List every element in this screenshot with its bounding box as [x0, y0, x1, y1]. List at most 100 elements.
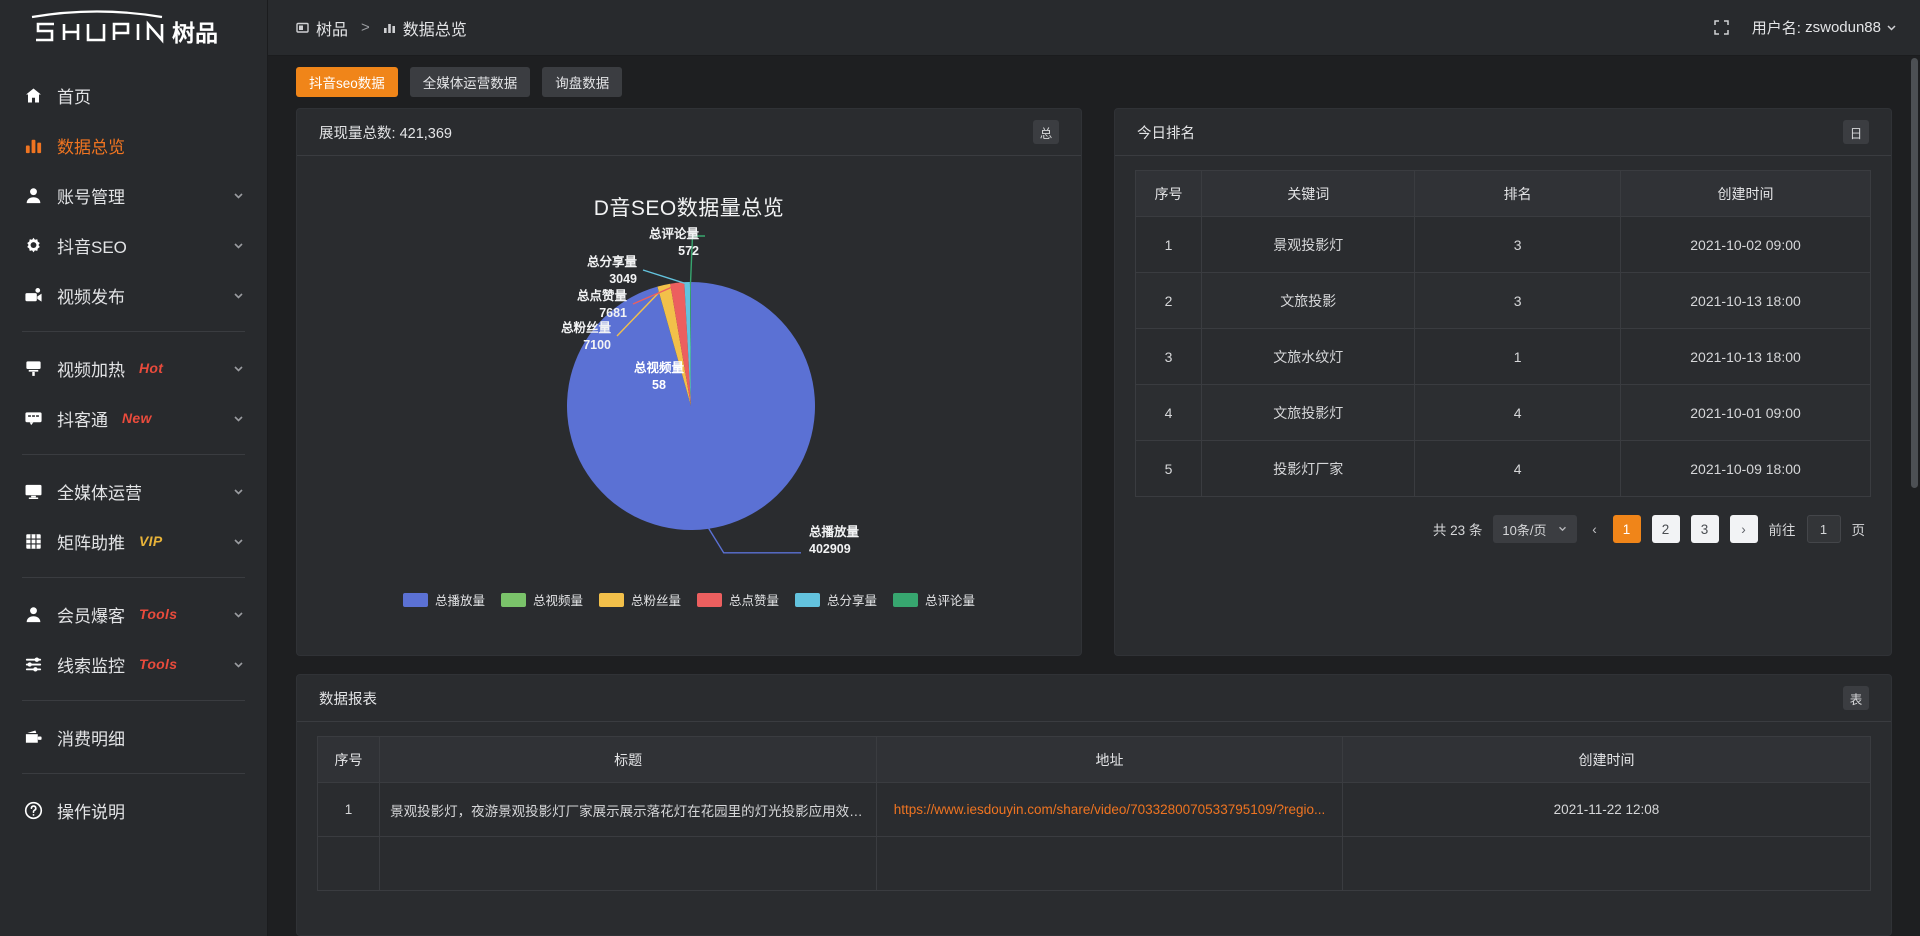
- chevron-down-icon[interactable]: [232, 289, 245, 302]
- chart-card: 展现量总数: 421,369 总 D音SEO数据量总览 总播放量 402909 总视…: [296, 108, 1082, 656]
- table-row[interactable]: 3 文旅水纹灯 1 2021-10-13 18:00: [1134, 328, 1871, 385]
- pie-slice-5[interactable]: [684, 282, 691, 406]
- chevron-down-icon[interactable]: [232, 485, 245, 498]
- rank-card-header: 今日排名 日: [1115, 109, 1891, 156]
- legend-item-3[interactable]: 总粉丝量: [598, 590, 681, 609]
- legend-item-2[interactable]: 总视频量: [500, 590, 583, 609]
- rank-cell-rank: 1: [1414, 328, 1622, 385]
- sidebar-item-label: 矩阵助推: [57, 533, 125, 553]
- sidebar-item-4[interactable]: 抖音SEO: [0, 220, 267, 270]
- gear-icon: [22, 234, 44, 256]
- legend-item-6[interactable]: 总评论量: [893, 590, 975, 609]
- sidebar-item-label: 视频发布: [57, 287, 125, 307]
- chevron-down-icon[interactable]: [232, 239, 245, 252]
- rank-cell-no: 1: [1134, 216, 1203, 273]
- pie-slice-6[interactable]: [689, 282, 691, 406]
- sidebar: 树品 首页数据总览账号管理 抖音SEO 视频发布视频加热 Hot 抖客通 New 全媒体运营…: [0, 0, 268, 936]
- pie-slice-4[interactable]: [670, 282, 691, 406]
- sidebar-item-8[interactable]: 全媒体运营: [0, 466, 267, 516]
- rank-pagination: 共 23 条 10条/页 ‹ 1 2 3 › 前往 1 页: [1135, 497, 1871, 543]
- sidebar-item-9[interactable]: 矩阵助推 VIP: [0, 516, 267, 566]
- sidebar-item-12[interactable]: 消费明细: [0, 712, 267, 762]
- rank-cell-rank: 3: [1414, 272, 1622, 329]
- rank-table-header-row: 序号 关键词 排名 创建时间: [1134, 170, 1871, 217]
- chevron-down-icon[interactable]: [232, 412, 245, 425]
- legend-item-4[interactable]: 总点赞量: [697, 590, 779, 609]
- user-menu[interactable]: 用户名: zswodun88: [1752, 17, 1898, 38]
- table-row[interactable]: 2 文旅投影 3 2021-10-13 18:00: [1134, 272, 1871, 329]
- page-scrollbar[interactable]: [1911, 58, 1918, 778]
- rank-cell-created: 2021-10-13 18:00: [1620, 328, 1871, 385]
- sidebar-item-5[interactable]: 视频发布: [0, 270, 267, 320]
- chevron-down-icon[interactable]: [232, 608, 245, 621]
- table-row[interactable]: 1 景观投影灯，夜游景观投影灯厂家展示展示落花灯在花园里的灯光投影应用效果 # ht…: [316, 782, 1872, 837]
- content-area: 展现量总数: 421,369 总 D音SEO数据量总览 总播放量 402909 总视…: [268, 108, 1920, 936]
- table-row[interactable]: 4 文旅投影灯 4 2021-10-01 09:00: [1134, 384, 1871, 441]
- report-col-header-4: 创建时间: [1341, 736, 1872, 783]
- sidebar-item-label: 视频加热: [57, 360, 125, 380]
- chevron-down-icon[interactable]: [232, 189, 245, 202]
- rank-cell-no: 5: [1134, 440, 1203, 497]
- sidebar-item-6[interactable]: 视频加热 Hot: [0, 343, 267, 393]
- breadcrumb-current-label: 数据总览: [402, 21, 467, 39]
- sidebar-item-1[interactable]: 首页: [0, 70, 267, 120]
- pie-slice-3[interactable]: [657, 283, 691, 406]
- report-card-badge[interactable]: 表: [1843, 686, 1869, 710]
- chart-card-badge[interactable]: 总: [1033, 120, 1059, 144]
- legend-item-1[interactable]: 总播放量: [402, 590, 485, 609]
- monitor-icon: [22, 480, 44, 502]
- legend-label: 总分享量: [827, 594, 878, 608]
- report-cell-empty: [379, 836, 878, 891]
- pagination-page-1[interactable]: 1: [1612, 515, 1641, 543]
- legend-swatch: [500, 592, 526, 607]
- breadcrumb-current: 数据总览: [383, 16, 467, 40]
- chevron-down-icon[interactable]: [232, 362, 245, 375]
- rank-col-header-1: 序号: [1134, 170, 1203, 217]
- page-size-select[interactable]: 10条/页: [1493, 515, 1577, 543]
- breadcrumb: 树品 > 数据总览: [296, 16, 467, 40]
- pie-slice-2[interactable]: [657, 286, 691, 406]
- sidebar-item-10[interactable]: 会员爆客 Tools: [0, 589, 267, 639]
- table-row[interactable]: 1 景观投影灯 3 2021-10-02 09:00: [1134, 216, 1871, 273]
- chevron-down-icon[interactable]: [232, 658, 245, 671]
- breadcrumb-root[interactable]: 树品: [296, 16, 348, 40]
- sidebar-item-label: 全媒体运营: [57, 483, 142, 503]
- legend-swatch: [893, 592, 919, 607]
- rank-cell-keyword: 文旅投影灯: [1201, 384, 1416, 441]
- report-cell-empty: [876, 836, 1343, 891]
- sidebar-item-13[interactable]: 操作说明: [0, 785, 267, 835]
- legend-item-5[interactable]: 总分享量: [795, 590, 877, 609]
- rank-card-badge[interactable]: 日: [1843, 120, 1869, 144]
- pagination-total: 共 23 条: [1432, 523, 1483, 538]
- rank-cell-rank: 4: [1414, 440, 1622, 497]
- page-scrollbar-thumb[interactable]: [1911, 58, 1918, 488]
- pagination-next[interactable]: ›: [1729, 515, 1758, 543]
- sidebar-item-3[interactable]: 账号管理: [0, 170, 267, 220]
- fullscreen-icon[interactable]: [1713, 19, 1730, 36]
- wallet-icon: [22, 726, 44, 748]
- tab-button-1[interactable]: 抖音seo数据: [296, 67, 398, 97]
- pie-label-name-3: 总粉丝量: [561, 320, 612, 335]
- pagination-jump-input[interactable]: 1: [1806, 515, 1841, 543]
- sidebar-item-11[interactable]: 线索监控 Tools: [0, 639, 267, 689]
- report-url-link[interactable]: https://www.iesdouyin.com/share/video/70…: [893, 802, 1326, 817]
- pagination-page-3[interactable]: 3: [1690, 515, 1719, 543]
- pagination-page-2[interactable]: 2: [1651, 515, 1680, 543]
- breadcrumb-root-label: 树品: [316, 21, 349, 39]
- table-row[interactable]: [316, 836, 1872, 891]
- tab-button-2[interactable]: 全媒体运营数据: [409, 67, 531, 97]
- sidebar-item-label: 数据总览: [57, 137, 125, 157]
- sidebar-item-2[interactable]: 数据总览: [0, 120, 267, 170]
- brand-logo[interactable]: 树品: [0, 0, 267, 56]
- table-row[interactable]: 5 投影灯厂家 4 2021-10-09 18:00: [1134, 440, 1871, 497]
- pie-label-name-2: 总视频量: [634, 360, 685, 375]
- tab-button-3[interactable]: 询盘数据: [542, 67, 623, 97]
- legend-label: 总粉丝量: [630, 594, 681, 608]
- sidebar-item-7[interactable]: 抖客通 New: [0, 393, 267, 443]
- chevron-down-icon[interactable]: [232, 535, 245, 548]
- topbar: 树品 > 数据总览 用户名: zswodun88: [268, 0, 1920, 56]
- report-cell-created: 2021-11-22 12:08: [1341, 782, 1872, 837]
- sidebar-item-tag: New: [122, 410, 152, 426]
- pagination-prev[interactable]: ‹: [1592, 521, 1597, 537]
